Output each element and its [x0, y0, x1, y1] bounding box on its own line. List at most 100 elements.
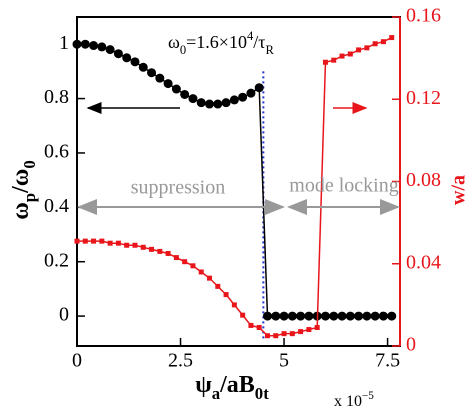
point — [138, 62, 148, 72]
point — [213, 99, 223, 109]
point — [205, 99, 215, 109]
point — [215, 283, 221, 289]
point — [254, 83, 264, 93]
label-part: 0 — [20, 160, 39, 168]
point — [171, 84, 181, 94]
point — [196, 98, 206, 108]
point — [240, 312, 246, 318]
x-tick-label: 2.5 — [168, 350, 193, 372]
point — [72, 39, 82, 49]
y-tick-label: 0 — [59, 304, 69, 326]
point — [89, 41, 99, 51]
y2-tick-label: 0.12 — [406, 87, 441, 109]
label-part: 0t — [255, 384, 269, 403]
region-label: mode locking — [289, 175, 398, 197]
point — [238, 92, 248, 102]
point — [329, 311, 339, 321]
label: ψa/aB0t — [195, 372, 269, 404]
point — [221, 98, 231, 108]
y-tick-label: 0.2 — [44, 249, 69, 271]
point — [314, 324, 320, 330]
point — [107, 240, 113, 246]
x-tick-label: 7.5 — [375, 350, 400, 372]
label-part: ω — [168, 32, 180, 52]
point — [157, 248, 163, 254]
y2-tick-label: 0 — [406, 334, 416, 356]
point — [229, 95, 239, 105]
point — [163, 79, 173, 89]
point — [198, 269, 204, 275]
y2-tick-label: 0.08 — [406, 169, 441, 191]
x-tick-label: 5 — [279, 350, 289, 372]
point — [354, 311, 364, 321]
point — [322, 59, 328, 65]
point — [149, 246, 155, 252]
region-label: suppression — [131, 177, 225, 199]
y-tick-label: 0.4 — [44, 195, 69, 217]
point — [223, 292, 229, 298]
point — [296, 311, 306, 321]
y2-tick-label: 0.16 — [406, 5, 441, 27]
label-part: /τ — [253, 32, 265, 52]
point — [113, 49, 123, 59]
point — [132, 242, 138, 248]
point — [380, 39, 386, 45]
point — [97, 42, 107, 52]
point — [105, 45, 115, 55]
point — [264, 333, 270, 339]
point — [281, 331, 287, 337]
point — [231, 302, 237, 308]
point — [289, 331, 295, 337]
point — [339, 53, 345, 59]
point — [262, 311, 272, 321]
point — [279, 311, 289, 321]
label-part: −5 — [362, 390, 374, 402]
point — [287, 311, 297, 321]
label: x 10−5 — [334, 390, 374, 410]
point — [337, 311, 347, 321]
point — [74, 238, 80, 244]
point — [256, 324, 262, 330]
label-part: ψ — [195, 372, 212, 398]
point — [82, 238, 88, 244]
label: ωp/ω0 — [8, 160, 40, 220]
point — [372, 41, 378, 47]
label-part: 0 — [180, 43, 186, 57]
x-tick-label: 0 — [72, 350, 82, 372]
point — [124, 242, 130, 248]
point — [306, 327, 312, 333]
point — [165, 250, 171, 256]
point — [190, 263, 196, 269]
point — [356, 47, 362, 53]
point — [248, 322, 254, 328]
label-part: R — [266, 43, 275, 57]
label: ω0=1.6×104/τR — [168, 29, 275, 57]
point — [180, 89, 190, 99]
label-part: =1.6×10 — [186, 32, 247, 52]
point — [273, 333, 279, 339]
point — [147, 68, 157, 78]
point — [271, 311, 281, 321]
point — [345, 311, 355, 321]
point — [387, 311, 397, 321]
point — [140, 244, 146, 250]
label-part: ω — [8, 202, 34, 220]
point — [99, 238, 105, 244]
label-part: a — [212, 384, 221, 403]
y-tick-label: 0.6 — [44, 141, 69, 163]
point — [155, 73, 165, 83]
y-tick-label: 0.8 — [44, 86, 69, 108]
label-part: 4 — [247, 29, 254, 43]
point — [362, 311, 372, 321]
y2-tick-label: 0.04 — [406, 251, 441, 273]
point — [80, 39, 90, 49]
point — [378, 311, 388, 321]
point — [173, 255, 179, 261]
label-part: p — [20, 193, 39, 202]
label-part: /ω — [8, 169, 34, 194]
point — [370, 311, 380, 321]
point — [347, 51, 353, 57]
point — [115, 240, 121, 246]
y2-label: w/a — [448, 175, 470, 205]
